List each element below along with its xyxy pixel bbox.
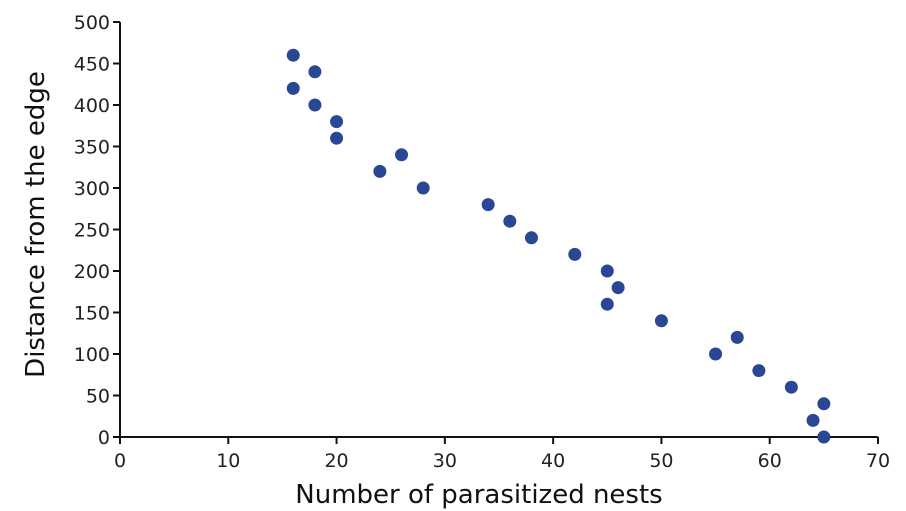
x-tick-label: 50 (649, 450, 673, 472)
y-tick-label: 100 (74, 344, 110, 366)
axes: 0 10 20 30 40 50 60 70 0 50 100 150 200 250 300 350 400 4… (74, 12, 890, 472)
data-point (395, 148, 409, 162)
data-point (817, 430, 831, 444)
data-point (752, 364, 766, 378)
data-point (817, 397, 831, 411)
data-point (416, 181, 430, 195)
data-point (784, 380, 798, 394)
data-point (330, 131, 344, 145)
x-tick-label: 10 (216, 450, 240, 472)
data-points (286, 48, 831, 444)
data-point (600, 297, 614, 311)
x-tick-label: 30 (433, 450, 457, 472)
x-tick-label: 0 (114, 450, 126, 472)
y-tick-label: 500 (74, 12, 110, 34)
y-tick-label: 0 (98, 427, 110, 449)
data-point (654, 314, 668, 328)
y-tick-label: 50 (86, 386, 110, 408)
data-point (611, 281, 625, 295)
x-tick-label: 20 (324, 450, 348, 472)
y-tick-label: 300 (74, 178, 110, 200)
data-point (308, 98, 322, 112)
x-axis-title: Number of parasitized nests (295, 480, 662, 510)
data-point (286, 48, 300, 62)
y-tick-label: 350 (74, 137, 110, 159)
data-point (600, 264, 614, 278)
y-tick-label: 450 (74, 54, 110, 76)
y-tick-label: 200 (74, 261, 110, 283)
data-point (730, 330, 744, 344)
data-point (568, 247, 582, 261)
data-point (709, 347, 723, 361)
x-tick-label: 70 (866, 450, 890, 472)
y-tick-label: 250 (74, 220, 110, 242)
data-point (503, 214, 517, 228)
data-point (524, 231, 538, 245)
data-point (308, 65, 322, 79)
data-point (806, 413, 820, 427)
y-axis-title: Distance from the edge (21, 71, 51, 378)
data-point (286, 81, 300, 95)
x-tick-label: 40 (541, 450, 565, 472)
data-point (330, 115, 344, 129)
x-tick-label: 60 (758, 450, 782, 472)
y-tick-label: 150 (74, 303, 110, 325)
data-point (373, 164, 387, 178)
y-tick-label: 400 (74, 95, 110, 117)
data-point (481, 198, 495, 212)
